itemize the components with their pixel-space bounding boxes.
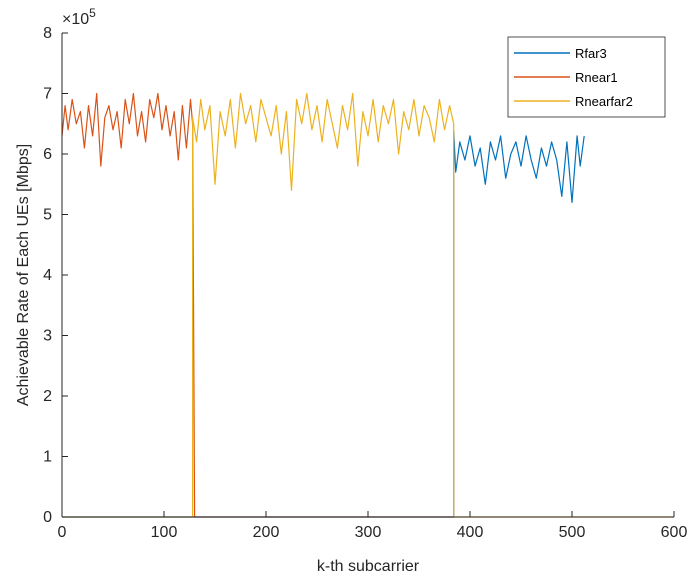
x-tick-label: 100 (151, 524, 178, 541)
legend-label-rnearfar2: Rnearfar2 (575, 94, 633, 109)
y-tick-label: 4 (43, 267, 52, 284)
y-tick-label: 6 (43, 146, 52, 163)
x-tick-label: 600 (661, 524, 688, 541)
y-tick-label: 3 (43, 328, 52, 345)
y-axis-exponent-prefix: ×10 (62, 11, 89, 28)
x-tick-label: 400 (457, 524, 484, 541)
y-tick-label: 7 (43, 86, 52, 103)
y-axis-label: Achievable Rate of Each UEs [Mbps] (15, 144, 32, 406)
y-tick-label: 8 (43, 25, 52, 42)
y-tick-label: 5 (43, 207, 52, 224)
ticks: 0 100 200 300 400 500 600 0 1 2 3 4 5 6 7 8 (43, 25, 687, 541)
y-axis-exponent: ×105 (62, 6, 96, 28)
series-line-rnearfar2 (62, 92, 674, 518)
x-tick-label: 0 (58, 524, 67, 541)
legend-label-rfar3: Rfar3 (575, 46, 607, 61)
y-tick-label: 1 (43, 449, 52, 466)
x-tick-label: 200 (253, 524, 280, 541)
x-tick-label: 500 (559, 524, 586, 541)
legend-label-rnear1: Rnear1 (575, 70, 618, 85)
x-axis-label: k-th subcarrier (317, 558, 420, 575)
y-tick-label: 2 (43, 388, 52, 405)
series-line-rfar3 (62, 130, 585, 518)
legend: Rfar3 Rnear1 Rnearfar2 (507, 36, 666, 118)
x-tick-label: 300 (355, 524, 382, 541)
series-line-rnear1 (61, 92, 454, 518)
y-axis-exponent-power: 5 (89, 6, 96, 20)
y-tick-label: 0 (43, 509, 52, 526)
plot-lines (61, 92, 674, 518)
